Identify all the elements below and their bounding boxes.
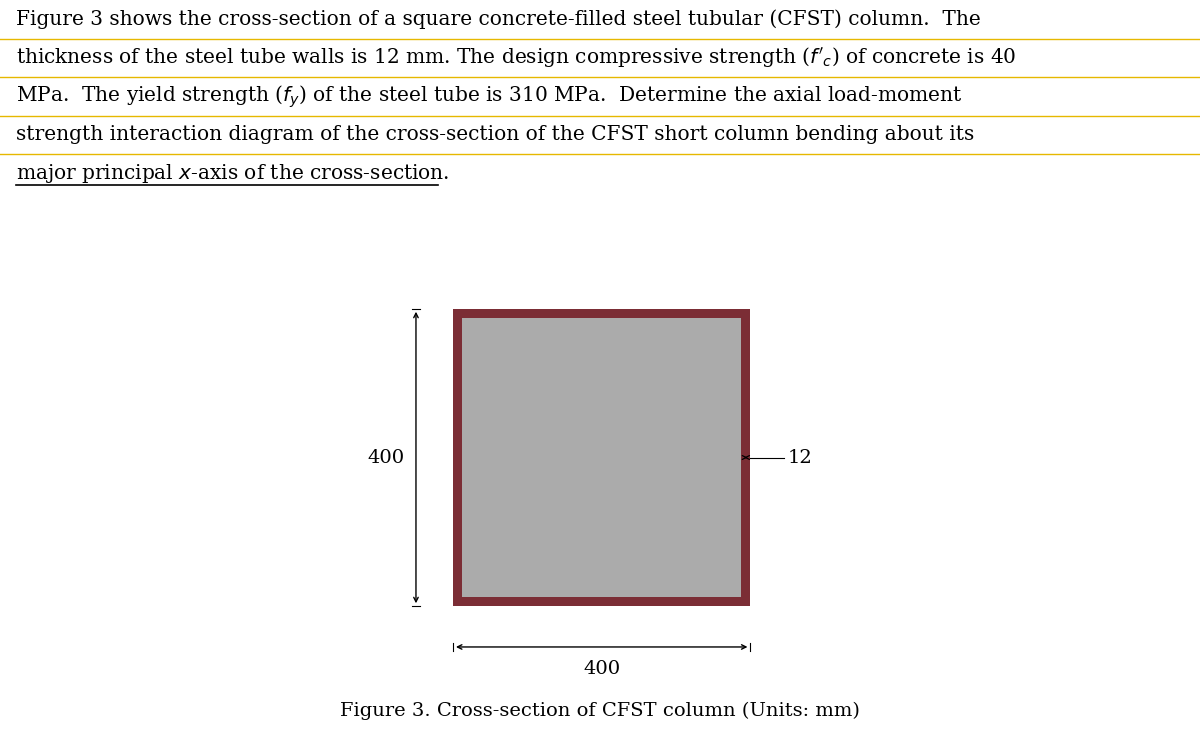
Text: strength interaction diagram of the cross-section of the CFST short column bendi: strength interaction diagram of the cros… — [16, 125, 974, 144]
Text: major principal $x$-axis of the cross-section.: major principal $x$-axis of the cross-se… — [16, 162, 449, 185]
Text: MPa.  The yield strength ($f_y$) of the steel tube is 310 MPa.  Determine the ax: MPa. The yield strength ($f_y$) of the s… — [16, 83, 962, 110]
Bar — [454, 309, 750, 606]
Text: thickness of the steel tube walls is 12 mm. The design compressive strength ($f': thickness of the steel tube walls is 12 … — [16, 46, 1016, 70]
Text: 12: 12 — [787, 448, 812, 466]
Text: Figure 3 shows the cross-section of a square concrete-filled steel tubular (CFST: Figure 3 shows the cross-section of a sq… — [16, 9, 980, 29]
Bar — [462, 318, 742, 597]
Text: 400: 400 — [583, 660, 620, 678]
Text: 400: 400 — [367, 448, 404, 466]
Text: Figure 3. Cross-section of CFST column (Units: mm): Figure 3. Cross-section of CFST column (… — [340, 702, 860, 720]
